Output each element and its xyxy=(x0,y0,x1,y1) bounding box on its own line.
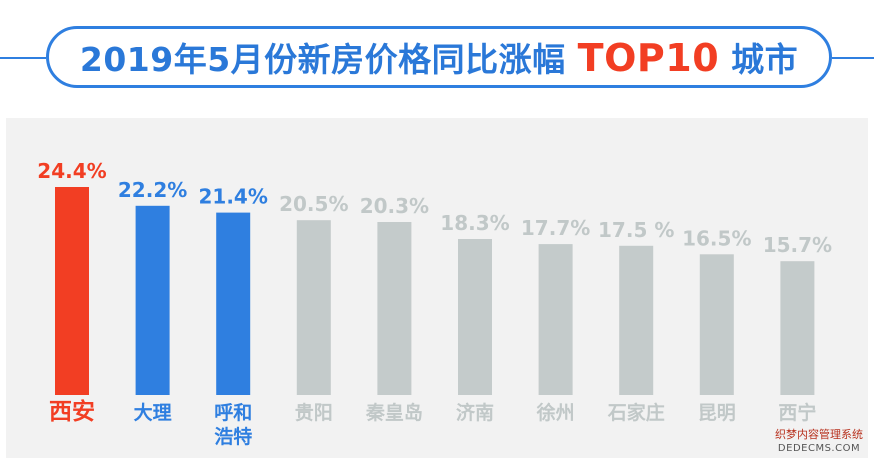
bar-7 xyxy=(538,244,573,395)
category-label-10: 西宁 xyxy=(778,401,816,424)
bar-6 xyxy=(458,239,492,395)
bar-1 xyxy=(55,187,89,395)
category-label-3: 呼和浩特 xyxy=(214,401,252,448)
title-prefix: 2019年5月份新房价格同比涨幅 xyxy=(79,40,566,79)
category-label-5: 秦皇岛 xyxy=(365,401,423,424)
title-line-left xyxy=(0,57,46,59)
title-highlight: TOP10 xyxy=(577,36,720,80)
bar-3 xyxy=(216,212,251,395)
watermark: 织梦内容管理系统 DEDECMS.COM xyxy=(764,428,874,456)
bar-4 xyxy=(296,220,331,395)
bar-10 xyxy=(780,261,815,395)
bar-8 xyxy=(619,245,654,395)
category-label-8: 石家庄 xyxy=(607,401,665,424)
value-label-4: 20.5% xyxy=(279,192,348,216)
chart-title: 2019年5月份新房价格同比涨幅 TOP10 城市 xyxy=(80,33,798,81)
value-label-9: 16.5% xyxy=(682,226,751,250)
value-label-8: 17.5 % xyxy=(598,218,674,242)
category-label-9: 昆明 xyxy=(698,402,736,424)
bar-9 xyxy=(699,254,734,395)
category-label-1: 西安 xyxy=(49,398,95,425)
title-suffix: 城市 xyxy=(731,40,799,79)
value-label-6: 18.3% xyxy=(440,211,509,235)
category-label-6: 济南 xyxy=(456,401,494,424)
category-label-2: 大理 xyxy=(134,401,172,424)
category-label-4: 贵阳 xyxy=(295,402,333,424)
value-label-7: 17.7% xyxy=(521,216,590,240)
bar-2 xyxy=(135,205,170,395)
title-banner: 2019年5月份新房价格同比涨幅 TOP10 城市 xyxy=(46,26,832,88)
value-label-10: 15.7% xyxy=(763,233,832,257)
plot-area: 24.4% 西安 22.2% 大理 21.4% 呼和浩特 20.5% 贵阳 20.3% 秦皇岛 18… xyxy=(6,118,868,458)
value-label-1: 24.4% xyxy=(37,159,106,183)
bar-chart: 24.4% 西安 22.2% 大理 21.4% 呼和浩特 20.5% 贵阳 20.3% 秦皇岛 18… xyxy=(37,159,832,448)
watermark-line1: 织梦内容管理系统 xyxy=(775,428,863,441)
category-label-7: 徐州 xyxy=(536,401,575,424)
value-label-3: 21.4% xyxy=(199,185,268,209)
bar-5 xyxy=(377,222,412,395)
title-line-right xyxy=(832,57,874,59)
value-label-5: 20.3% xyxy=(360,194,429,218)
watermark-line2: DEDECMS.COM xyxy=(777,443,861,454)
value-label-2: 22.2% xyxy=(118,178,187,202)
